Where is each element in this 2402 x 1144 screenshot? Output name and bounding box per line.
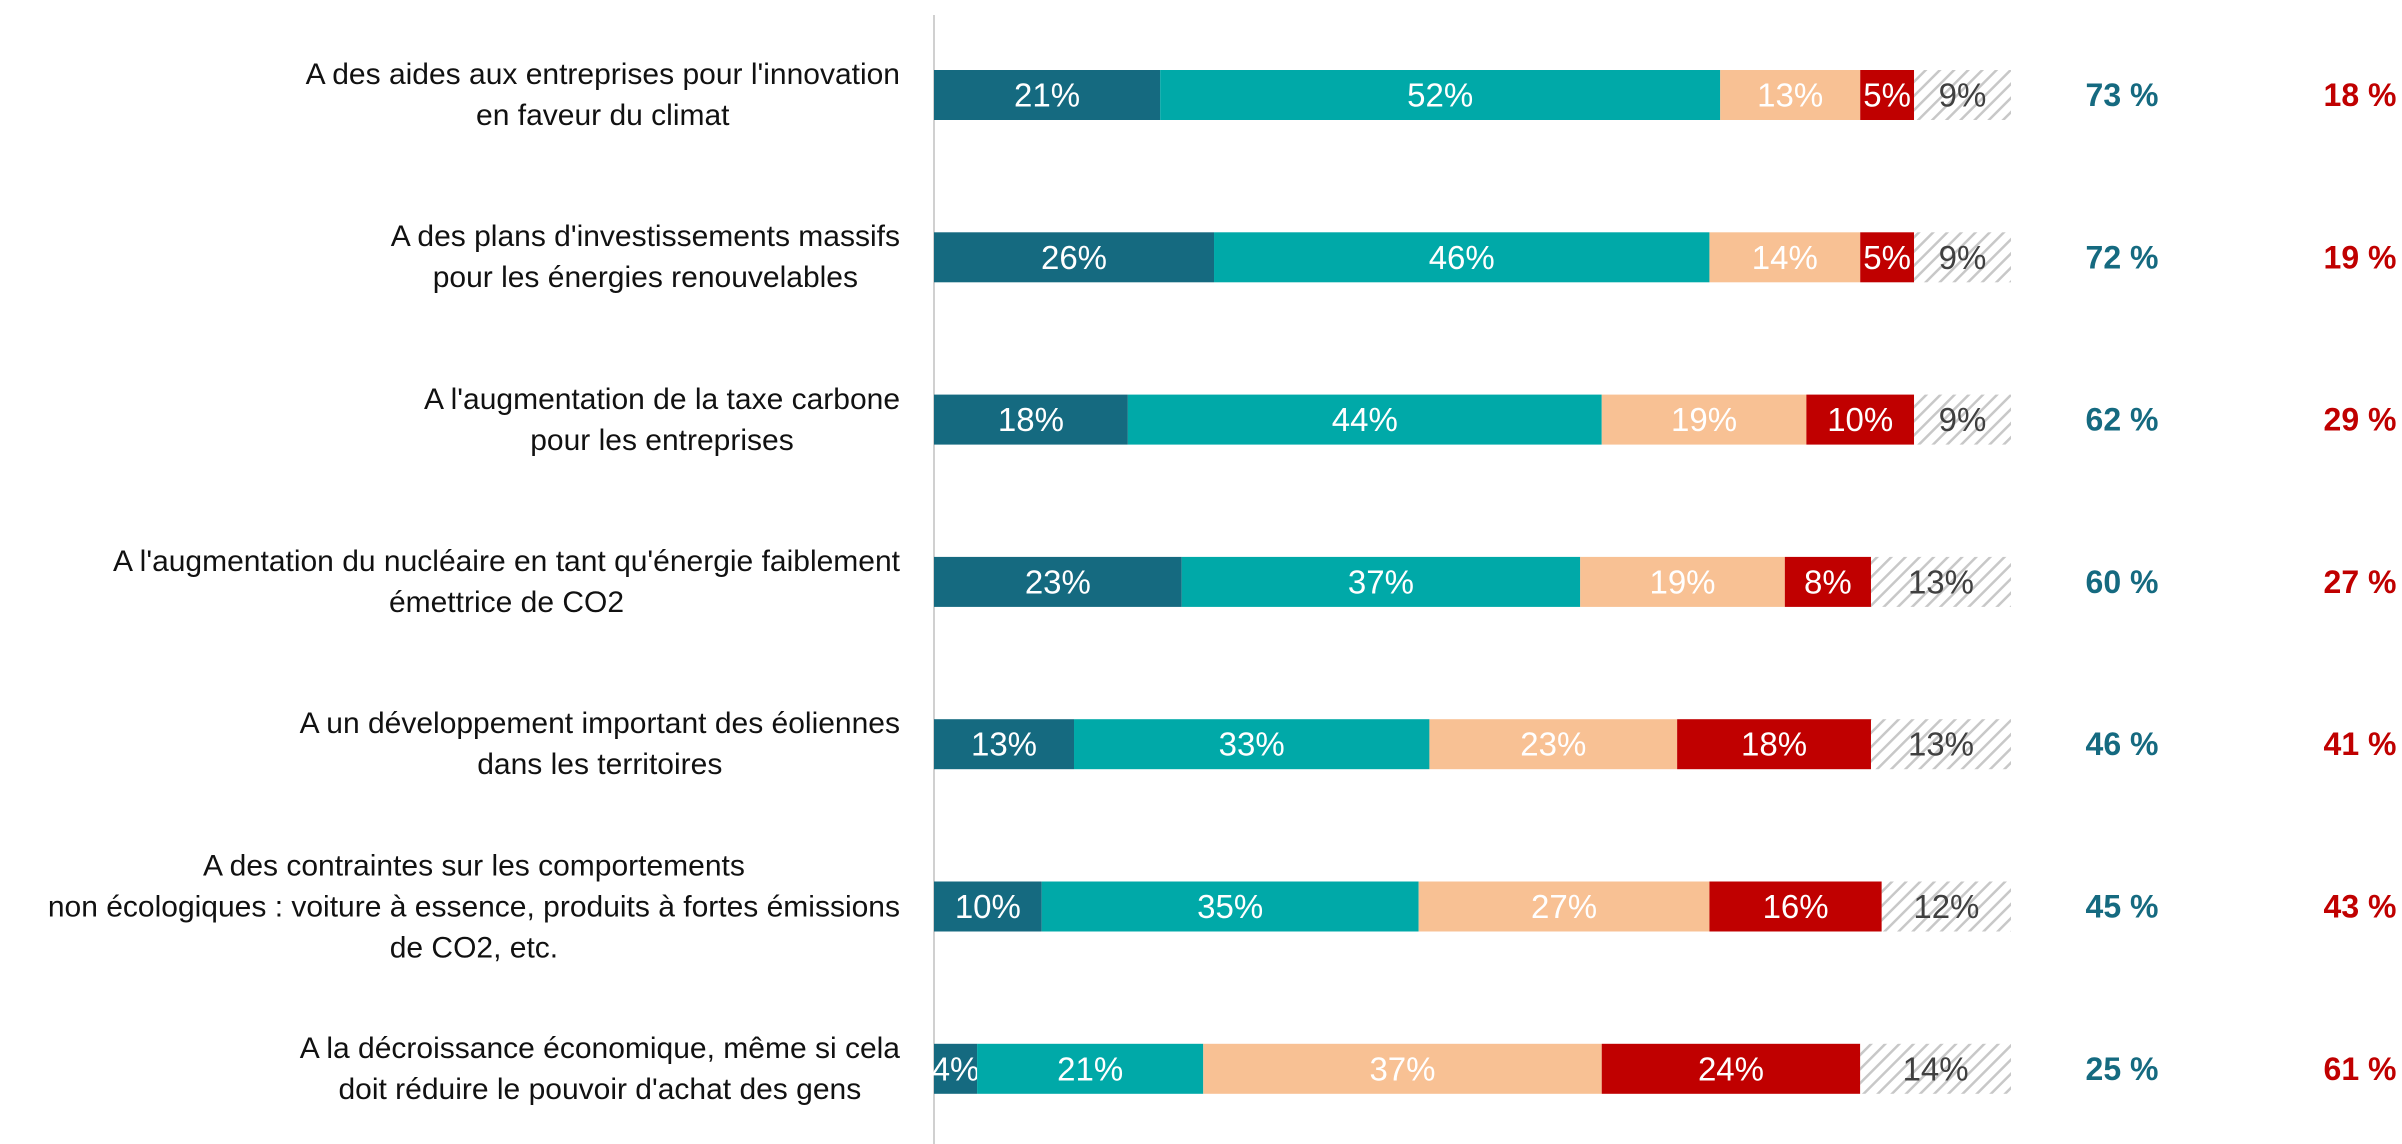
bar-segment [1127,394,1602,445]
total-label: 46 % [2086,726,2159,762]
bar-segment [1806,394,1915,445]
data-label: 26% [1041,239,1107,276]
bar-segment [934,70,1161,120]
bar-segment [1870,719,2011,770]
bar-segment [934,881,1042,932]
total-label: 45 % [2086,889,2159,925]
total-label: 73 % [2086,77,2159,113]
data-label: 9% [1939,77,1987,114]
data-label: 5% [1863,77,1911,114]
category-label: A l'augmentation du nucléaire en tant qu… [112,544,900,619]
bar-segment [1860,1043,2011,1094]
data-label: 14% [1752,239,1818,276]
category-label: A des plans d'investissements massifs po… [390,220,900,295]
bar-segment [1429,719,1678,770]
bar-segment [977,1043,1204,1094]
data-label: 33% [1219,726,1285,763]
data-label: 8% [1804,563,1852,600]
bar-segment [1870,556,2011,607]
bar-segment [1720,70,1861,120]
total-label: 29 % [2324,402,2397,438]
bar-segment [934,1043,978,1094]
data-label: 18% [998,401,1064,438]
category-label: A des contraintes sur les comportements … [47,849,900,964]
total-label: 19 % [2324,239,2397,275]
data-label: 44% [1332,401,1398,438]
data-label: 37% [1348,563,1414,600]
bar-segment [1601,394,1807,445]
data-label: 16% [1763,888,1829,925]
bar-segment [934,232,1215,283]
data-label: 13% [1908,563,1974,600]
data-label: 23% [1520,726,1586,763]
bar-segment [1203,1043,1602,1094]
bar-segment [1709,232,1861,283]
data-label: 46% [1429,239,1495,276]
bar-segment [1601,1043,1861,1094]
bar-segment [1860,232,1915,283]
bar-segment [1914,232,2011,283]
total-label: 72 % [2086,239,2159,275]
data-label: 52% [1407,77,1473,114]
data-label: 14% [1903,1050,1969,1087]
bar-segment [1580,556,1785,607]
total-label: 18 % [2324,77,2397,113]
data-label: 5% [1863,239,1911,276]
total-label: 43 % [2324,889,2397,925]
data-label: 13% [971,726,1037,763]
total-label: 25 % [2086,1051,2159,1087]
total-label: 41 % [2324,726,2397,762]
data-label: 4% [932,1050,980,1087]
data-label: 37% [1369,1050,1435,1087]
bar-segment [1881,881,2011,932]
data-label: 9% [1939,239,1987,276]
data-label: 13% [1757,77,1823,114]
bar-segment [1860,70,1915,120]
category-label: A l'augmentation de la taxe carbone pour… [423,382,900,457]
bar-segment [1214,232,1710,283]
bar-segment [1677,719,1871,770]
bar-segment [1784,556,1871,607]
data-label: 35% [1197,888,1263,925]
data-label: 19% [1671,401,1737,438]
bar-segment [1160,70,1721,120]
data-label: 21% [1057,1050,1123,1087]
bar-segment [1914,394,2011,445]
category-label: A la décroissance économique, même si ce… [299,1031,900,1106]
category-label: A un développement important des éolienn… [299,707,900,782]
data-label: 12% [1913,888,1979,925]
bar-segment [1041,881,1419,932]
data-label: 19% [1649,563,1715,600]
data-label: 21% [1014,77,1080,114]
data-label: 10% [955,888,1021,925]
bar-segment [934,394,1128,445]
data-label: 24% [1698,1050,1764,1087]
bar-segment [934,719,1075,770]
data-label: 27% [1531,888,1597,925]
bar-segment [1181,556,1581,607]
total-label: 60 % [2086,564,2159,600]
bar-segment [1418,881,1710,932]
bar-segment [1709,881,1882,932]
bar-segment [1074,719,1430,770]
total-label: 27 % [2324,564,2397,600]
data-label: 10% [1827,401,1893,438]
category-label: A des aides aux entreprises pour l'innov… [305,58,900,132]
data-label: 9% [1939,401,1987,438]
data-label: 23% [1025,563,1091,600]
bar-segment [934,556,1182,607]
bar-segment [1914,70,2011,120]
total-label: 61 % [2324,1051,2397,1087]
total-label: 62 % [2086,402,2159,438]
data-label: 18% [1741,726,1807,763]
data-label: 13% [1908,726,1974,763]
